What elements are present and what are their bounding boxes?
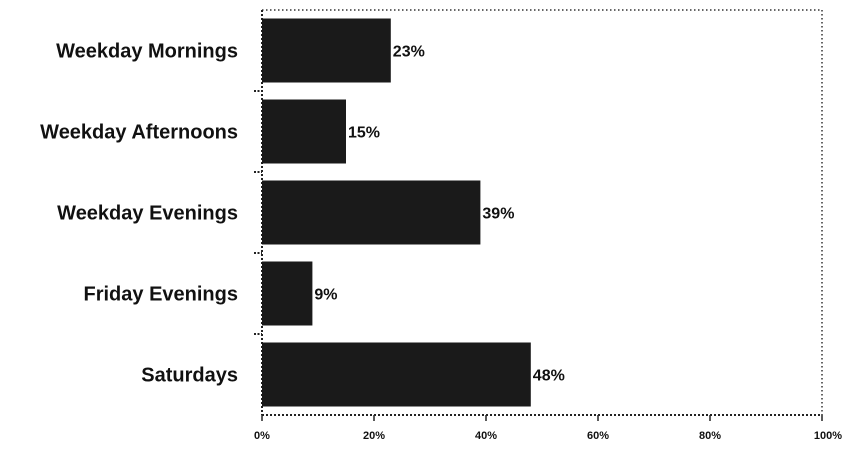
bars-group <box>262 18 531 407</box>
x-tick-label: 20% <box>363 430 385 442</box>
value-labels: 23% 15% 39% 9% 48% <box>314 44 564 385</box>
bar-weekday-mornings <box>262 18 391 83</box>
x-tick-label: 0% <box>254 430 270 442</box>
value-label: 15% <box>348 125 380 142</box>
value-label: 39% <box>482 206 514 223</box>
category-label: Saturdays <box>141 365 238 387</box>
x-tick-label: 60% <box>587 430 609 442</box>
x-tick-label: 100% <box>814 430 842 442</box>
value-label: 48% <box>533 368 565 385</box>
bar-weekday-evenings <box>262 180 481 245</box>
value-label: 23% <box>393 44 425 61</box>
value-label: 9% <box>314 287 337 304</box>
bar-friday-evenings <box>262 261 313 326</box>
bar-weekday-afternoons <box>262 99 346 164</box>
x-axis: 0% 20% 40% 60% 80% 100% <box>254 415 842 442</box>
category-label: Weekday Mornings <box>56 41 238 63</box>
x-tick-label: 40% <box>475 430 497 442</box>
category-label: Friday Evenings <box>84 284 239 306</box>
bar-saturdays <box>262 342 531 407</box>
category-label: Weekday Afternoons <box>40 122 238 144</box>
category-label: Weekday Evenings <box>57 203 238 225</box>
category-labels: Weekday Mornings Weekday Afternoons Weekda… <box>40 41 238 387</box>
x-tick-label: 80% <box>699 430 721 442</box>
